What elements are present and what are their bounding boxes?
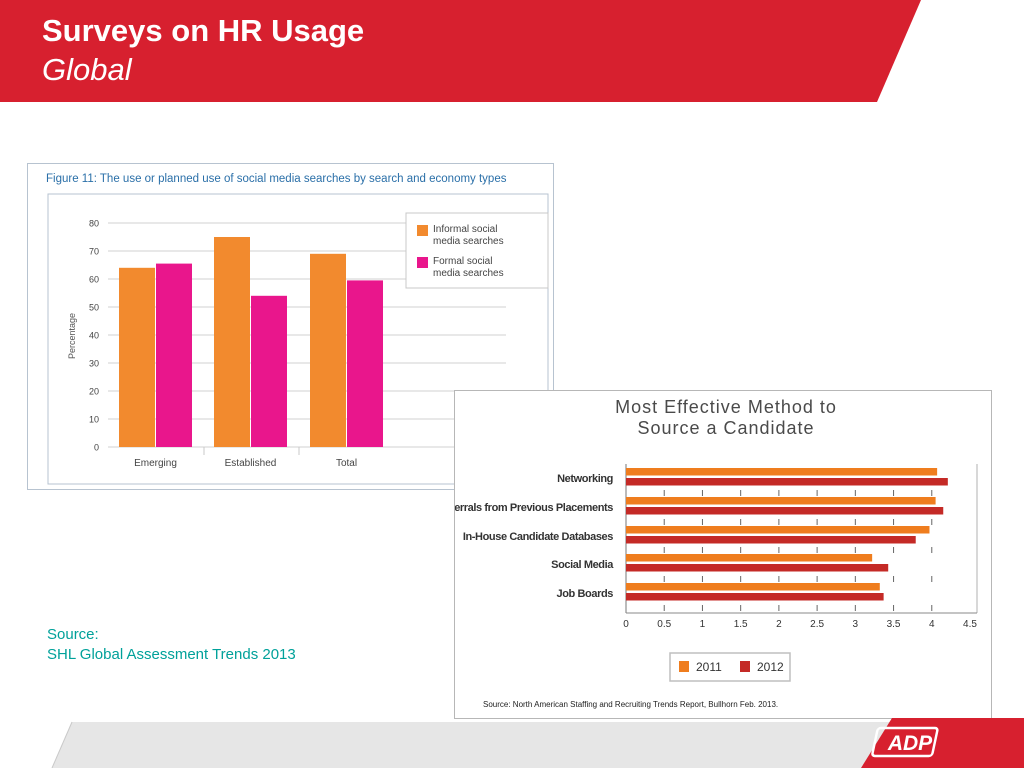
adp-logo-text: ADP [887, 732, 933, 755]
chart2-bar [626, 526, 930, 534]
chart2-category-label: Job Boards [556, 588, 613, 600]
chart1-y-tick-label: 30 [89, 359, 99, 369]
chart1-bar [119, 267, 155, 447]
chart1-bar [251, 295, 287, 447]
chart2-category-label: In-House Candidate Databases [463, 531, 613, 543]
chart1-legend: Informal social media searches Formal so… [405, 212, 549, 289]
slide-title: Surveys on HR Usage [42, 13, 365, 48]
chart2-bar [626, 536, 916, 544]
sourcing-method-bar-chart: Most Effective Method to Source a Candid… [438, 397, 978, 709]
source-text: SHL Global Assessment Trends 2013 [47, 646, 296, 663]
chart1-y-tick-label: 20 [89, 387, 99, 397]
chart2-bar [626, 564, 889, 572]
chart1-y-tick-label: 70 [89, 247, 99, 257]
chart2-title-line2: Source a Candidate [637, 418, 814, 438]
chart2-bar [626, 593, 884, 601]
chart2-bars [626, 468, 948, 601]
chart1-bar [156, 263, 192, 447]
chart2-x-tick-label: 0.5 [657, 619, 671, 630]
chart2-bar [626, 478, 948, 486]
chart1-y-tick-label: 0 [94, 443, 99, 453]
chart2-bar [626, 497, 936, 505]
chart1-y-tick-labels: 0 10 20 30 40 50 60 70 80 [89, 219, 99, 453]
chart2-legend-box [669, 652, 791, 682]
chart2-x-tick-label: 3 [853, 619, 859, 630]
figure-sourcing-chart: Most Effective Method to Source a Candid… [438, 390, 992, 719]
header-band [0, 0, 921, 102]
chart1-x-tick-labels: Emerging Established Total [134, 458, 357, 469]
adp-logo: ADP [871, 726, 939, 758]
chart2-title-line1: Most Effective Method to [615, 397, 837, 417]
chart2-x-tick-label: 1 [700, 619, 706, 630]
chart1-plot-frame [47, 193, 549, 485]
chart2-x-tick-label: 2 [776, 619, 782, 630]
chart2-x-tick-label: 3.5 [887, 619, 901, 630]
chart2-category-label: Social Media [551, 559, 614, 571]
chart1-bar [347, 280, 383, 447]
chart1-y-tick-label: 10 [89, 415, 99, 425]
chart2-legend-swatch-2011 [679, 661, 689, 672]
chart1-x-tick-label: Emerging [134, 458, 177, 469]
chart1-y-tick-label: 80 [89, 219, 99, 229]
chart1-bar [214, 237, 250, 447]
chart2-legend-2011: 2011 [696, 660, 722, 674]
chart2-legend: 2011 2012 [669, 652, 791, 682]
chart2-legend-swatch-2012 [740, 661, 750, 672]
chart2-x-tick-labels: 0 0.5 1 1.5 2 2.5 3 3.5 4 4.5 [623, 619, 977, 630]
footer-band: ADP [51, 718, 1024, 768]
chart2-bar [626, 583, 880, 591]
chart2-x-tick-label: 1.5 [734, 619, 748, 630]
chart1-x-tick-label: Total [336, 458, 357, 469]
chart1-y-tick-label: 50 [89, 303, 99, 313]
chart2-bar [626, 468, 938, 476]
chart1-legend-swatch-informal [417, 225, 428, 236]
chart1-legend-formal-line1: Formal social [433, 256, 492, 267]
chart2-x-tick-label: 4 [929, 619, 935, 630]
slide-subtitle: Global [42, 52, 132, 87]
chart2-x-tick-label: 2.5 [810, 619, 824, 630]
chart2-category-labels: Networking Referrals from Previous Placem… [438, 473, 615, 600]
chart1-bar [310, 253, 346, 447]
chart2-x-tick-label: 0 [623, 619, 629, 630]
chart1-y-tick-label: 60 [89, 275, 99, 285]
chart1-x-tick-label: Established [225, 458, 277, 469]
chart1-bars [119, 237, 383, 447]
chart2-bar [626, 554, 873, 562]
chart1-title: Figure 11: The use or planned use of soc… [46, 173, 507, 185]
chart2-x-tick-label: 4.5 [963, 619, 977, 630]
chart1-legend-swatch-formal [417, 257, 428, 268]
chart1-legend-box [405, 212, 549, 289]
chart2-bar [626, 507, 944, 515]
chart1-y-axis-label: Percentage [67, 313, 77, 359]
chart1-legend-formal-line2: media searches [433, 268, 504, 279]
social-media-bar-chart: Figure 11: The use or planned use of soc… [46, 173, 549, 485]
chart2-legend-2012: 2012 [757, 660, 784, 674]
chart1-legend-informal-line1: Informal social [433, 224, 497, 235]
chart1-y-tick-label: 40 [89, 331, 99, 341]
chart2-source-note: Source: North American Staffing and Recr… [483, 700, 778, 709]
chart2-category-label: Networking [557, 473, 613, 485]
chart2-category-label: Referrals from Previous Placements [455, 502, 613, 514]
chart1-legend-informal-line2: media searches [433, 236, 504, 247]
source-label: Source: [47, 626, 99, 643]
